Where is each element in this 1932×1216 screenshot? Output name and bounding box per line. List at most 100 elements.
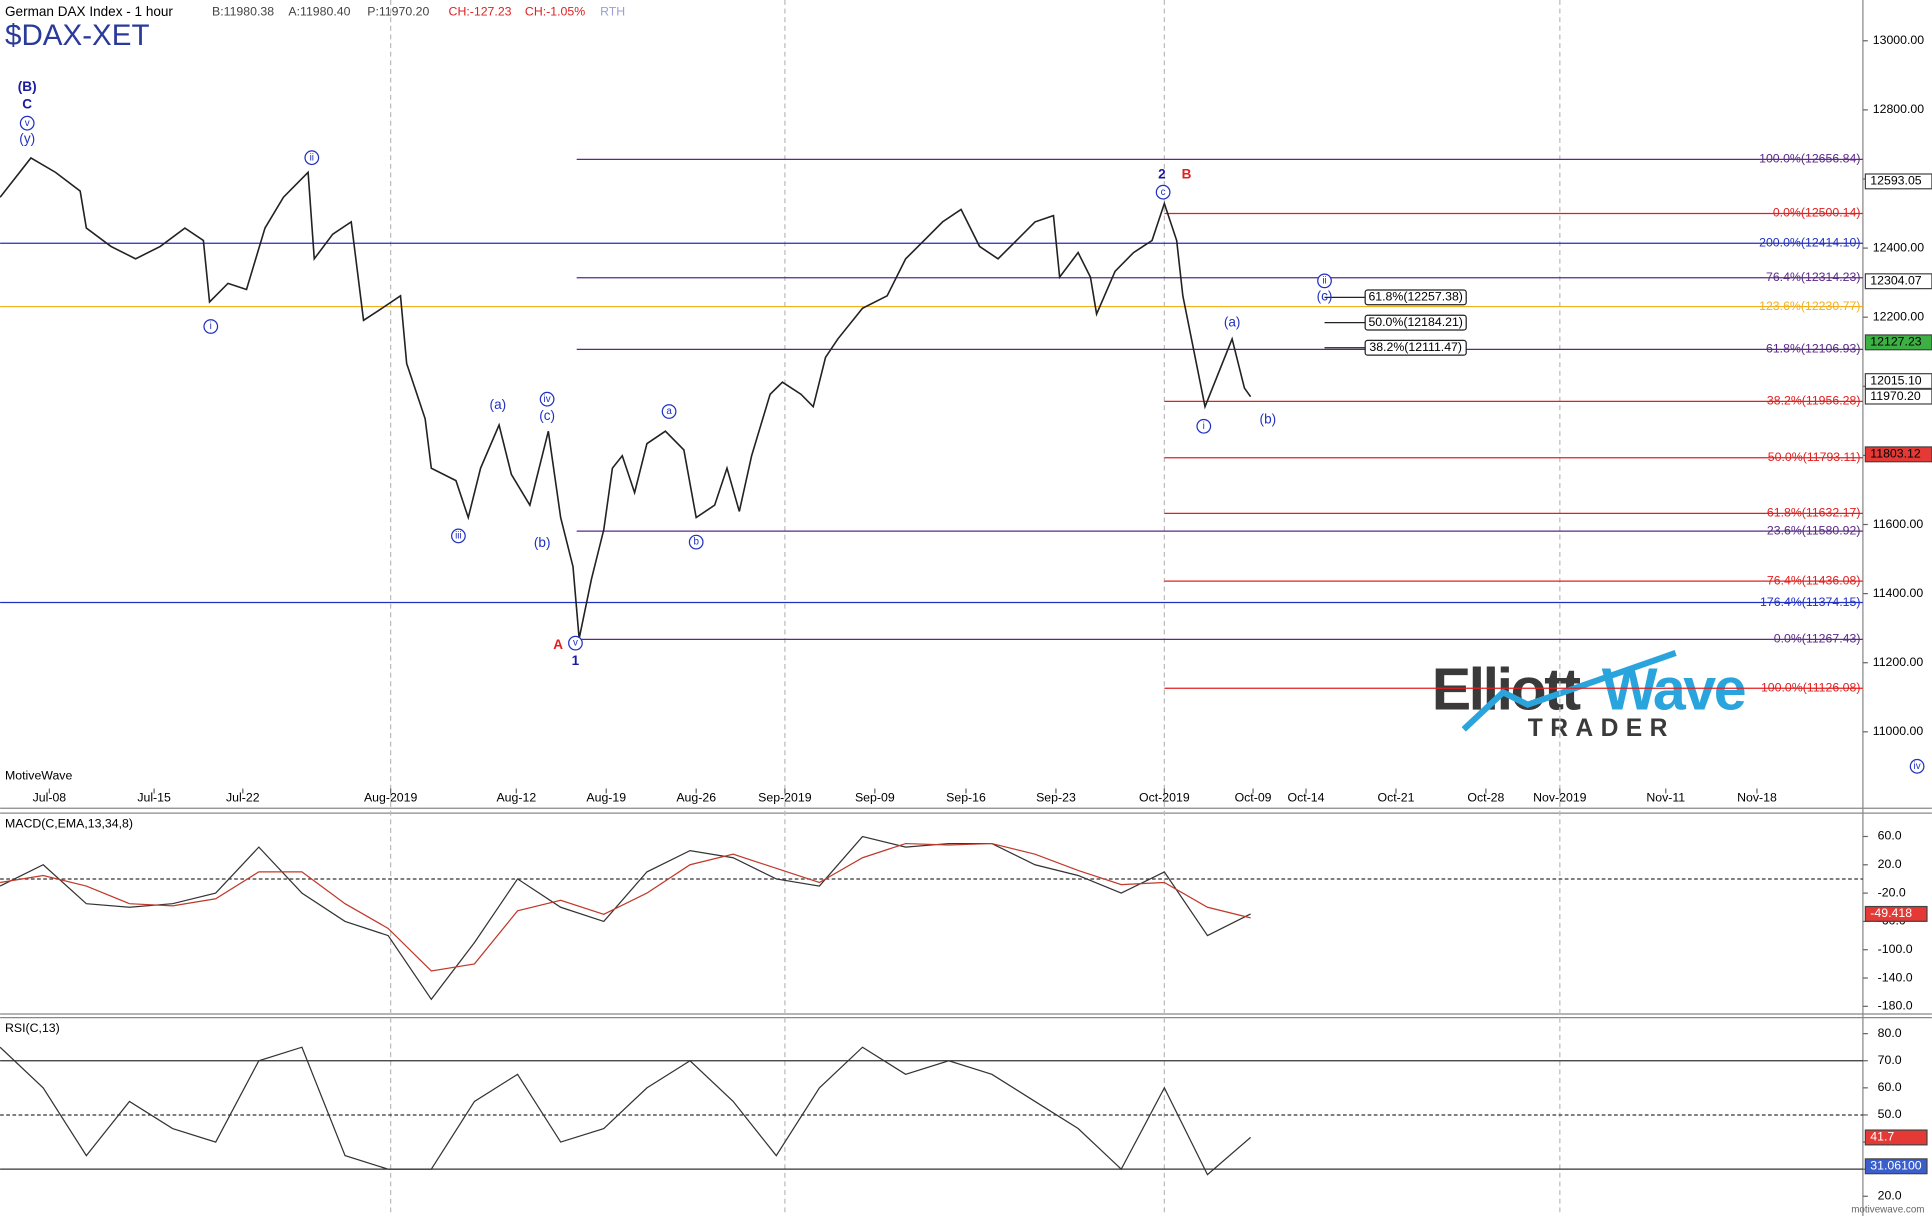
target-label: 38.2%(12111.47) <box>1369 340 1462 354</box>
y-tick-label: 12800.00 <box>1873 102 1925 116</box>
fib-level-label: 176.4%(11374.15) <box>1760 595 1860 609</box>
change-pct: CH:-1.05% <box>525 5 585 19</box>
wave-label: C <box>22 96 32 111</box>
y-tick-label: 50.0 <box>1878 1107 1902 1121</box>
price-tag-label: 11970.20 <box>1870 389 1921 403</box>
value-tag <box>1864 1129 1928 1146</box>
value-tag-label: -49.418 <box>1870 906 1912 920</box>
x-tick-label: Oct-21 <box>1377 791 1414 805</box>
price-tag-label: 12593.05 <box>1870 174 1922 188</box>
wave-label: (c) <box>539 408 555 423</box>
wave-label: i <box>1203 421 1205 432</box>
y-tick-label: 20.0 <box>1878 857 1902 871</box>
wave-circle <box>688 534 704 550</box>
value-tag <box>1864 905 1928 922</box>
panel-title: MACD(C,EMA,13,34,8) <box>5 816 133 830</box>
fib-level-label: 38.2%(11956.28) <box>1767 394 1861 408</box>
x-tick-label: Aug-26 <box>676 791 716 805</box>
panel-title: RSI(C,13) <box>5 1021 60 1035</box>
change: CH:-127.23 <box>449 5 512 19</box>
wave-label: 1 <box>572 653 580 668</box>
price-tag-label: 12015.10 <box>1870 373 1922 387</box>
wave-label: a <box>666 406 672 417</box>
target-label: 61.8%(12257.38) <box>1368 290 1462 304</box>
platform: MotiveWave <box>5 768 72 782</box>
x-tick-label: Oct-2019 <box>1139 791 1190 805</box>
target-box <box>1364 314 1467 331</box>
fib-level-label: 76.4%(11436.08) <box>1767 573 1861 587</box>
y-tick-label: -140.0 <box>1878 970 1913 984</box>
wave-circle <box>451 528 466 544</box>
fib-level-label: 50.0%(11793.11) <box>1768 450 1861 464</box>
fib-level-label: 61.8%(12106.93) <box>1766 342 1860 356</box>
wave-label: (y) <box>19 131 35 146</box>
y-tick-label: -20.0 <box>1878 885 1906 899</box>
x-tick-label: Aug-12 <box>496 791 536 805</box>
y-tick-label: 13000.00 <box>1873 33 1925 47</box>
x-tick-label: Sep-2019 <box>758 791 812 805</box>
x-tick-label: Nov-11 <box>1646 791 1685 805</box>
fib-level-label: 100.0%(11126.08) <box>1761 681 1861 695</box>
indicator-line <box>0 835 1251 1001</box>
wave-label: ii <box>310 152 314 163</box>
x-tick-label: Nov-2019 <box>1533 791 1587 805</box>
wave-label: (b) <box>534 535 551 550</box>
y-tick-label: -180.0 <box>1878 999 1913 1013</box>
value-tag-label: 31.06100 <box>1870 1159 1922 1173</box>
x-tick-label: Oct-14 <box>1288 791 1325 805</box>
fib-level-label: 0.0%(12500.14) <box>1773 206 1861 220</box>
logo-swoosh <box>1461 650 1677 732</box>
x-tick-label: Oct-09 <box>1235 791 1272 805</box>
logo-word: TRADER <box>1528 715 1675 742</box>
fib-level-label: 76.4%(12314.23) <box>1766 270 1860 284</box>
target-box <box>1364 289 1467 306</box>
value-tag-label: 41.7 <box>1870 1130 1894 1144</box>
wave-circle <box>539 391 555 407</box>
x-tick-label: Aug-2019 <box>364 791 418 805</box>
wave-label: B <box>1182 167 1192 182</box>
y-tick-label: 70.0 <box>1878 1053 1902 1067</box>
price-tag-label: 11803.12 <box>1870 447 1921 461</box>
symbol: $DAX-XET <box>5 19 150 52</box>
x-tick-label: Aug-19 <box>586 791 626 805</box>
x-tick-label: Sep-23 <box>1036 791 1076 805</box>
wave-circle <box>1155 184 1171 200</box>
y-tick-label: 12400.00 <box>1873 240 1925 254</box>
wave-label: v <box>573 638 578 649</box>
y-tick-label: 60.0 <box>1878 829 1902 843</box>
indicator-line <box>0 842 1251 972</box>
price-tag-label: 12304.07 <box>1870 273 1922 287</box>
y-tick-label: 11000.00 <box>1873 724 1924 738</box>
session: RTH <box>600 5 625 19</box>
fib-level-label: 200.0%(12414.10) <box>1759 235 1860 249</box>
x-tick-label: Jul-22 <box>226 791 260 805</box>
wave-circle <box>304 150 320 166</box>
wave-circle <box>661 404 677 419</box>
fib-level-label: 23.6%(11580.92) <box>1767 523 1861 537</box>
y-tick-label: 80.0 <box>1878 1026 1902 1040</box>
wave-label: (a) <box>1224 314 1241 329</box>
y-tick-label: 11600.00 <box>1873 517 1924 531</box>
x-tick-label: Jul-08 <box>33 791 67 805</box>
y-tick-label: 60.0 <box>1878 1080 1902 1094</box>
wave-circle <box>1196 418 1212 434</box>
x-tick-label: Jul-15 <box>137 791 171 805</box>
y-tick-label: 11400.00 <box>1873 586 1924 600</box>
wave-label: A <box>553 637 563 652</box>
wave-label: iv <box>544 394 551 405</box>
fib-level-label: 100.0%(12656.84) <box>1759 152 1860 166</box>
wave-label: ii <box>1322 276 1326 287</box>
wave-label: iii <box>455 531 462 542</box>
wave-circle <box>1317 273 1332 289</box>
y-tick-label: 12200.00 <box>1873 309 1925 323</box>
wave-label: (a) <box>490 397 507 412</box>
y-tick-label: 11200.00 <box>1873 655 1924 669</box>
x-tick-label: Sep-16 <box>946 791 986 805</box>
x-tick-label: Oct-28 <box>1467 791 1504 805</box>
wave-label: (B) <box>18 79 37 94</box>
x-tick-label: Sep-09 <box>855 791 895 805</box>
wave-label: 2 <box>1158 167 1166 182</box>
ask: A:11980.40 <box>288 5 350 19</box>
